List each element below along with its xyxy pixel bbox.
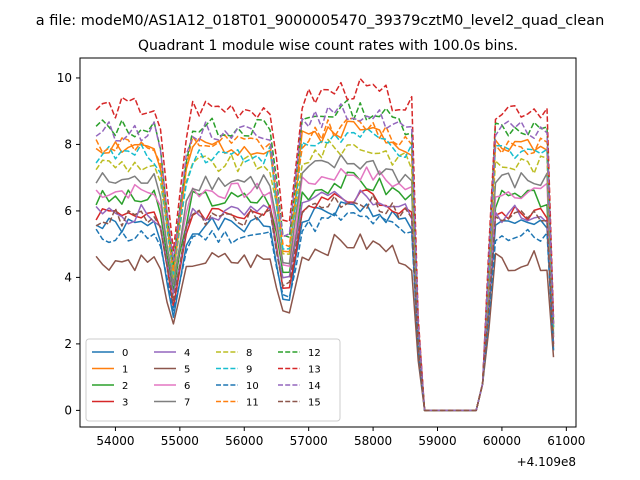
y-axis: 0 2 4 6 8 10 <box>57 71 80 417</box>
series-line-14 <box>95 103 555 412</box>
legend-label: 3 <box>122 398 128 409</box>
series-line-15 <box>95 193 555 412</box>
y-tick-label: 10 <box>57 71 72 85</box>
x-tick-label: 58000 <box>354 434 392 448</box>
y-tick-label: 8 <box>64 137 72 151</box>
x-tick-label: 57000 <box>290 434 328 448</box>
legend-label: 4 <box>184 348 190 359</box>
legend-label: 13 <box>308 365 321 376</box>
plot-frame <box>79 57 577 428</box>
x-axis-offset-label: +4.109e8 <box>517 455 576 469</box>
y-tick-label: 0 <box>64 403 72 417</box>
legend-label: 5 <box>184 365 190 376</box>
x-tick-label: 61000 <box>547 434 585 448</box>
figure-suptitle: a file: modeM0/AS1A12_018T01_9000005470_… <box>36 13 605 29</box>
legend-label: 2 <box>122 381 128 392</box>
series-line-8 <box>95 138 555 412</box>
legend-box <box>85 338 341 422</box>
legend-label: 11 <box>246 398 259 409</box>
y-tick-label: 4 <box>64 270 72 284</box>
legend-label: 1 <box>122 365 128 376</box>
y-tick-label: 6 <box>64 204 72 218</box>
x-tick-label: 59000 <box>418 434 456 448</box>
legend-label: 8 <box>246 348 252 359</box>
legend-label: 0 <box>122 348 128 359</box>
x-tick-label: 60000 <box>483 434 521 448</box>
legend-label: 14 <box>308 381 321 392</box>
legend-label: 6 <box>184 381 190 392</box>
plot-lines <box>95 77 555 412</box>
x-axis: 54000 55000 56000 57000 58000 59000 60000 61000 <box>96 427 585 448</box>
legend-label: 10 <box>246 381 259 392</box>
x-tick-label: 54000 <box>96 434 134 448</box>
legend-label: 7 <box>184 398 190 409</box>
x-tick-label: 56000 <box>225 434 263 448</box>
legend-label: 9 <box>246 365 252 376</box>
legend-label: 15 <box>308 398 321 409</box>
x-tick-label: 55000 <box>161 434 199 448</box>
legend-label: 12 <box>308 348 321 359</box>
chart-title: Quadrant 1 module wise count rates with … <box>138 38 518 54</box>
y-tick-label: 2 <box>64 337 72 351</box>
